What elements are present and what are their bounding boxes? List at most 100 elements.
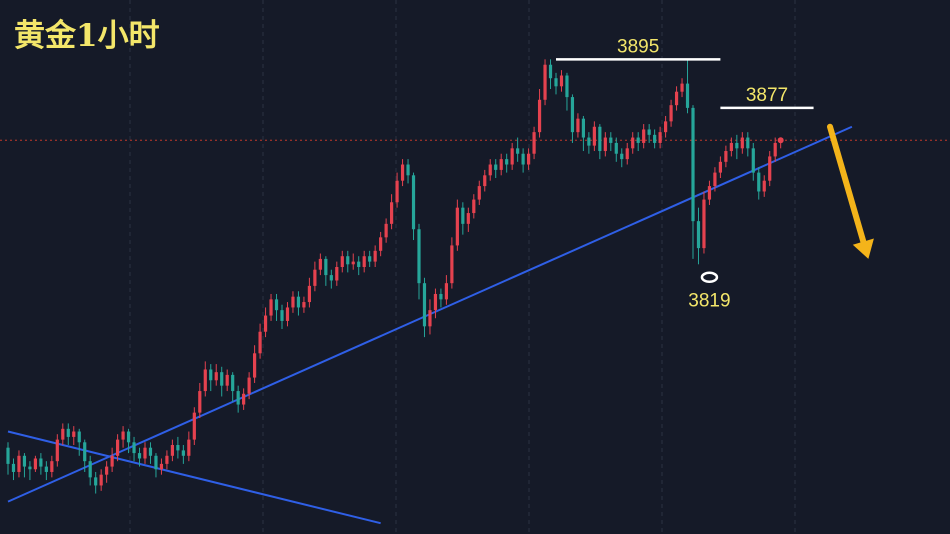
candle-body-7 (44, 466, 48, 472)
candle-109 (603, 132, 607, 157)
candle-138 (762, 175, 766, 197)
level-label-3895: 3895 (617, 36, 659, 57)
candle-139 (768, 151, 772, 187)
candle-64 (357, 256, 361, 276)
candle-106 (587, 132, 591, 154)
candle-body-100 (554, 78, 558, 87)
candle-9 (55, 434, 59, 467)
candle-body-136 (751, 148, 755, 173)
candle-body-134 (740, 137, 744, 149)
candle-1 (11, 458, 16, 481)
candle-81 (450, 237, 454, 289)
candle-body-35 (198, 391, 202, 413)
candle-body-127 (702, 199, 706, 249)
candle-body-128 (707, 186, 712, 200)
candle-101 (559, 70, 564, 92)
candle-125 (691, 105, 695, 259)
candle-2 (17, 450, 21, 478)
candle-body-36 (203, 369, 207, 392)
candle-body-62 (346, 256, 350, 265)
candle-132 (729, 137, 733, 157)
candle-body-111 (614, 142, 618, 154)
candle-body-92 (510, 148, 514, 165)
candle-body-32 (181, 450, 185, 456)
candle-76 (422, 277, 427, 338)
candle-41 (231, 372, 235, 402)
candle-body-121 (669, 105, 673, 122)
candle-body-34 (192, 412, 196, 440)
candle-120 (664, 115, 668, 138)
candle-body-124 (685, 83, 690, 108)
candle-body-45 (253, 353, 257, 378)
candle-86 (477, 180, 481, 205)
candlesticks (6, 59, 783, 494)
current-price-dot (777, 137, 784, 144)
candle-body-122 (674, 91, 679, 106)
candle-body-0 (6, 447, 10, 464)
candle-body-139 (768, 156, 772, 181)
candle-body-23 (132, 442, 136, 454)
candle-body-126 (696, 221, 701, 249)
candle-body-90 (499, 159, 503, 170)
candle-51 (285, 302, 290, 327)
candle-45 (253, 345, 257, 383)
candle-body-52 (291, 296, 295, 308)
candle-4 (28, 461, 32, 481)
candle-104 (576, 113, 580, 138)
candle-59 (329, 269, 333, 289)
candle-body-29 (165, 455, 169, 464)
candle-body-17 (99, 474, 103, 486)
candle-body-38 (214, 372, 218, 381)
candle-body-88 (488, 164, 492, 176)
candle-body-15 (88, 461, 92, 478)
candle-body-5 (33, 458, 37, 470)
candle-54 (302, 296, 306, 313)
candle-85 (472, 194, 476, 219)
candle-90 (499, 153, 503, 176)
candle-body-101 (559, 75, 564, 87)
candle-72 (400, 159, 405, 187)
candle-29 (165, 450, 169, 470)
candle-74 (411, 172, 416, 241)
candle-body-6 (39, 458, 43, 467)
candle-body-115 (636, 137, 640, 143)
candle-129 (713, 167, 717, 192)
candle-body-107 (592, 126, 596, 146)
candle-body-93 (516, 148, 520, 154)
candle-body-89 (494, 164, 498, 170)
candle-61 (340, 250, 344, 273)
candle-79 (439, 288, 443, 308)
candle-body-74 (411, 175, 416, 230)
candle-75 (417, 223, 421, 300)
candle-body-42 (236, 391, 240, 405)
candle-body-57 (318, 258, 322, 270)
candle-5 (33, 455, 37, 472)
candle-133 (735, 134, 739, 160)
candle-117 (647, 124, 651, 143)
candle-37 (209, 364, 213, 392)
candle-body-63 (351, 261, 355, 265)
candle-body-53 (296, 296, 301, 308)
candle-body-50 (280, 310, 284, 321)
candle-47 (263, 307, 268, 338)
candle-102 (565, 72, 569, 111)
candle-16 (94, 471, 98, 494)
candle-body-68 (379, 237, 383, 251)
candle-96 (532, 126, 536, 160)
candle-body-24 (137, 453, 142, 459)
candle-114 (631, 132, 635, 154)
candle-body-87 (483, 175, 487, 187)
candle-body-76 (422, 283, 427, 327)
candle-136 (751, 142, 755, 181)
candle-122 (674, 86, 679, 111)
candle-body-79 (439, 293, 443, 300)
down-arrow-shaft (827, 123, 867, 245)
candle-48 (269, 293, 273, 321)
candle-body-81 (450, 245, 454, 284)
candle-body-135 (746, 137, 750, 149)
candle-73 (406, 159, 410, 184)
candle-body-64 (357, 261, 361, 267)
candle-body-33 (187, 439, 191, 456)
candle-body-109 (603, 137, 607, 152)
candle-110 (609, 132, 613, 152)
